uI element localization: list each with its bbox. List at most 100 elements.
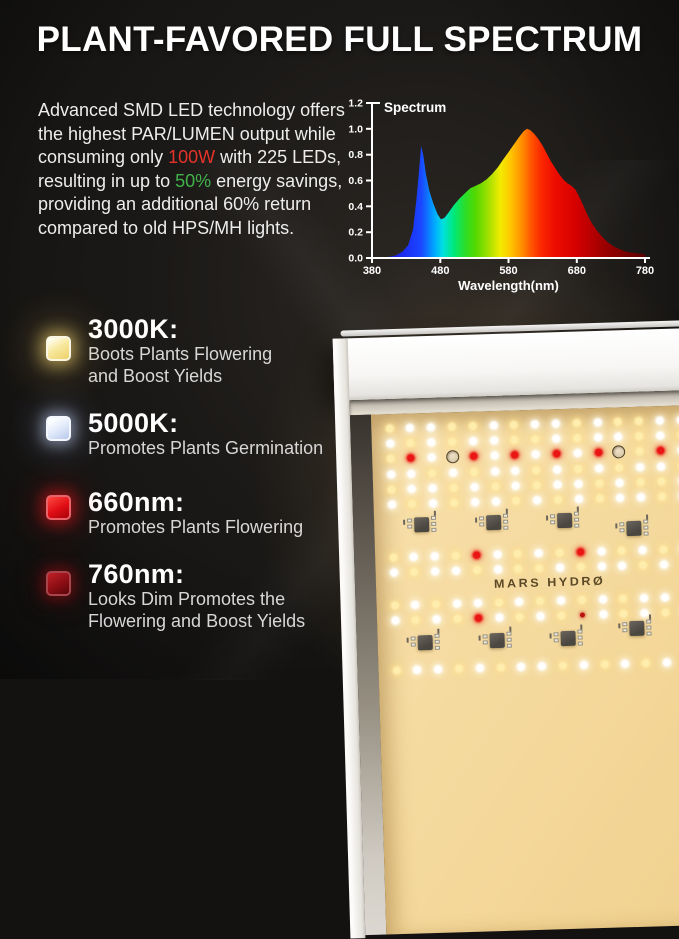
brand-logo: MARS HYDRØ (494, 574, 606, 591)
description-line: providing an additional 60% return (38, 193, 350, 217)
feature-heading: 760nm: (88, 559, 346, 589)
led-warm-white (390, 553, 397, 560)
led-white (490, 436, 497, 443)
chip-pad (622, 628, 627, 632)
chip-pad (643, 520, 648, 524)
led-white (531, 420, 538, 427)
led-white (491, 467, 498, 474)
red-highlight-text: 100W (168, 147, 215, 167)
chip-pad (553, 632, 558, 636)
led-red (470, 452, 477, 459)
feature-description: Boots Plants Flowering (88, 344, 346, 366)
led-white (490, 421, 497, 428)
led-white (387, 471, 394, 478)
led-white (494, 565, 501, 572)
led-white (433, 615, 440, 622)
led-white (434, 665, 441, 672)
led-warm-white (662, 608, 669, 615)
description-text: consuming only (38, 147, 168, 167)
led-white (476, 664, 483, 671)
led-warm-white (620, 610, 627, 617)
feature-description: and Boost Yields (88, 366, 346, 388)
warm-white-led-icon (46, 336, 71, 361)
led-warm-white (473, 566, 480, 573)
led-warm-white (515, 565, 522, 572)
led-warm-white (556, 549, 563, 556)
led-white (598, 562, 605, 569)
led-warm-white (391, 601, 398, 608)
led-warm-white (660, 545, 667, 552)
driver-chip (414, 517, 429, 532)
driver-chip (418, 635, 433, 650)
led-red (511, 451, 518, 458)
led-warm-white (448, 423, 455, 430)
led-red (553, 450, 560, 457)
led-white (471, 483, 478, 490)
led-white (538, 662, 545, 669)
led-warm-white (433, 600, 440, 607)
y-tick-label: 0.4 (348, 201, 363, 213)
led-warm-white (642, 659, 649, 666)
description-text: resulting in up to (38, 171, 175, 191)
led-white (429, 484, 436, 491)
chip-marking (577, 507, 579, 512)
led-warm-white (614, 418, 621, 425)
chip-pad (407, 519, 412, 523)
led-white (474, 599, 481, 606)
chip-pad (646, 625, 651, 629)
led-white (492, 497, 499, 504)
chip-marking (646, 515, 648, 520)
led-white (449, 469, 456, 476)
description-text: the highest PAR/LUMEN output while (38, 124, 336, 144)
led-white (574, 449, 581, 456)
chip-pad (550, 520, 555, 524)
led-white (594, 418, 601, 425)
led-warm-white (533, 466, 540, 473)
led-white (575, 495, 582, 502)
led-warm-white (452, 552, 459, 559)
led-white (491, 451, 498, 458)
chip-pad (644, 531, 649, 535)
led-white (641, 609, 648, 616)
driver-chip (486, 515, 501, 530)
led-white (410, 553, 417, 560)
chip-pad (574, 524, 579, 528)
screw-hole (446, 450, 459, 463)
led-warm-white (554, 496, 561, 503)
x-tick-label: 680 (568, 265, 586, 277)
chip-pad (431, 516, 436, 520)
chip-pad (578, 636, 583, 640)
led-warm-white (573, 434, 580, 441)
green-highlight-text: 50% (175, 171, 211, 191)
chip-marking (407, 638, 409, 643)
y-tick-label: 0.6 (348, 175, 363, 187)
driver-chip (626, 521, 641, 536)
description-text: Advanced SMD LED technology offers (38, 100, 345, 120)
led-white (663, 658, 670, 665)
led-warm-white (449, 438, 456, 445)
led-white (386, 440, 393, 447)
led-white (557, 597, 564, 604)
feature-item: 5000K:Promotes Plants Germination (46, 408, 346, 460)
led-warm-white (601, 660, 608, 667)
led-red (577, 548, 584, 555)
led-warm-white (559, 661, 566, 668)
y-tick-label: 0.8 (348, 149, 363, 161)
chip-pad (479, 522, 484, 526)
led-white (427, 423, 434, 430)
y-tick-label: 0.2 (348, 227, 363, 239)
led-white (534, 496, 541, 503)
led-warm-white (636, 447, 643, 454)
led-warm-white (658, 492, 665, 499)
feature-heading: 660nm: (88, 487, 346, 517)
led-white (390, 568, 397, 575)
y-tick-label: 0.0 (348, 253, 363, 265)
chip-pad (578, 641, 583, 645)
led-warm-white (620, 595, 627, 602)
led-white (622, 660, 629, 667)
led-warm-white (412, 616, 419, 623)
driver-chip (629, 621, 644, 636)
driver-chip (557, 513, 572, 528)
